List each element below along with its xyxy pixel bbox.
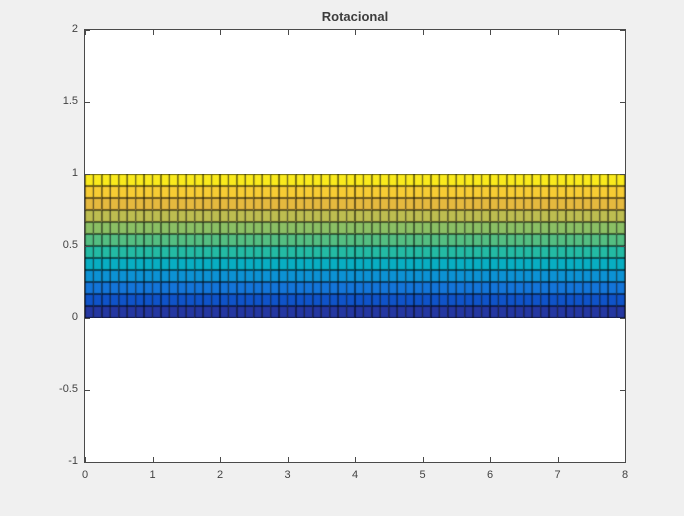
x-tick-mark-top xyxy=(490,30,491,35)
x-tick-mark-top xyxy=(287,30,289,35)
x-tick-mark-top xyxy=(152,30,154,35)
y-tick-mark xyxy=(85,390,90,391)
x-tick-mark xyxy=(557,457,559,462)
x-tick-label: 2 xyxy=(216,469,224,481)
y-tick-mark xyxy=(85,102,90,103)
x-tick-label: 5 xyxy=(419,469,426,481)
x-tick-mark xyxy=(220,457,221,462)
x-tick-label: 8 xyxy=(621,469,629,481)
y-tick-mark xyxy=(85,30,90,31)
x-tick-mark xyxy=(490,457,491,462)
y-tick-mark-right xyxy=(620,102,625,103)
x-tick-mark-top xyxy=(625,30,626,35)
y-tick-label: -0.5 xyxy=(59,383,78,395)
y-tick-mark-right xyxy=(620,390,625,391)
y-tick-label: 0.5 xyxy=(62,239,78,251)
y-tick-mark xyxy=(85,246,90,247)
y-tick-mark-right xyxy=(620,174,625,175)
y-tick-label: 2 xyxy=(71,23,78,35)
x-tick-label: 6 xyxy=(486,469,494,481)
x-tick-label: 3 xyxy=(284,469,291,481)
x-tick-mark xyxy=(422,457,424,462)
heatmap-mesh xyxy=(85,174,625,318)
x-tick-mark xyxy=(152,457,154,462)
x-tick-mark-top xyxy=(85,30,86,35)
axes xyxy=(84,29,626,463)
plot-title: Rotacional xyxy=(321,9,389,24)
x-tick-mark xyxy=(85,457,86,462)
x-tick-mark xyxy=(287,457,289,462)
y-tick-mark xyxy=(85,318,90,319)
x-tick-label: 1 xyxy=(149,469,156,481)
x-tick-mark-top xyxy=(422,30,424,35)
y-tick-label: -1 xyxy=(68,455,78,467)
x-tick-mark-top xyxy=(557,30,559,35)
x-tick-label: 4 xyxy=(351,469,359,481)
x-tick-mark xyxy=(625,457,626,462)
y-tick-mark-right xyxy=(620,318,625,319)
y-tick-label: 0 xyxy=(71,311,78,323)
y-tick-mark-right xyxy=(620,30,625,31)
y-tick-label: 1 xyxy=(71,167,78,179)
x-tick-label: 0 xyxy=(81,469,89,481)
y-tick-mark xyxy=(85,174,90,175)
x-tick-label: 7 xyxy=(554,469,561,481)
x-tick-mark xyxy=(355,457,356,462)
y-tick-mark-right xyxy=(620,462,625,463)
y-tick-mark xyxy=(85,462,90,463)
y-tick-label: 1.5 xyxy=(62,95,78,107)
x-tick-mark-top xyxy=(220,30,221,35)
y-tick-mark-right xyxy=(620,246,625,247)
x-tick-mark-top xyxy=(355,30,356,35)
